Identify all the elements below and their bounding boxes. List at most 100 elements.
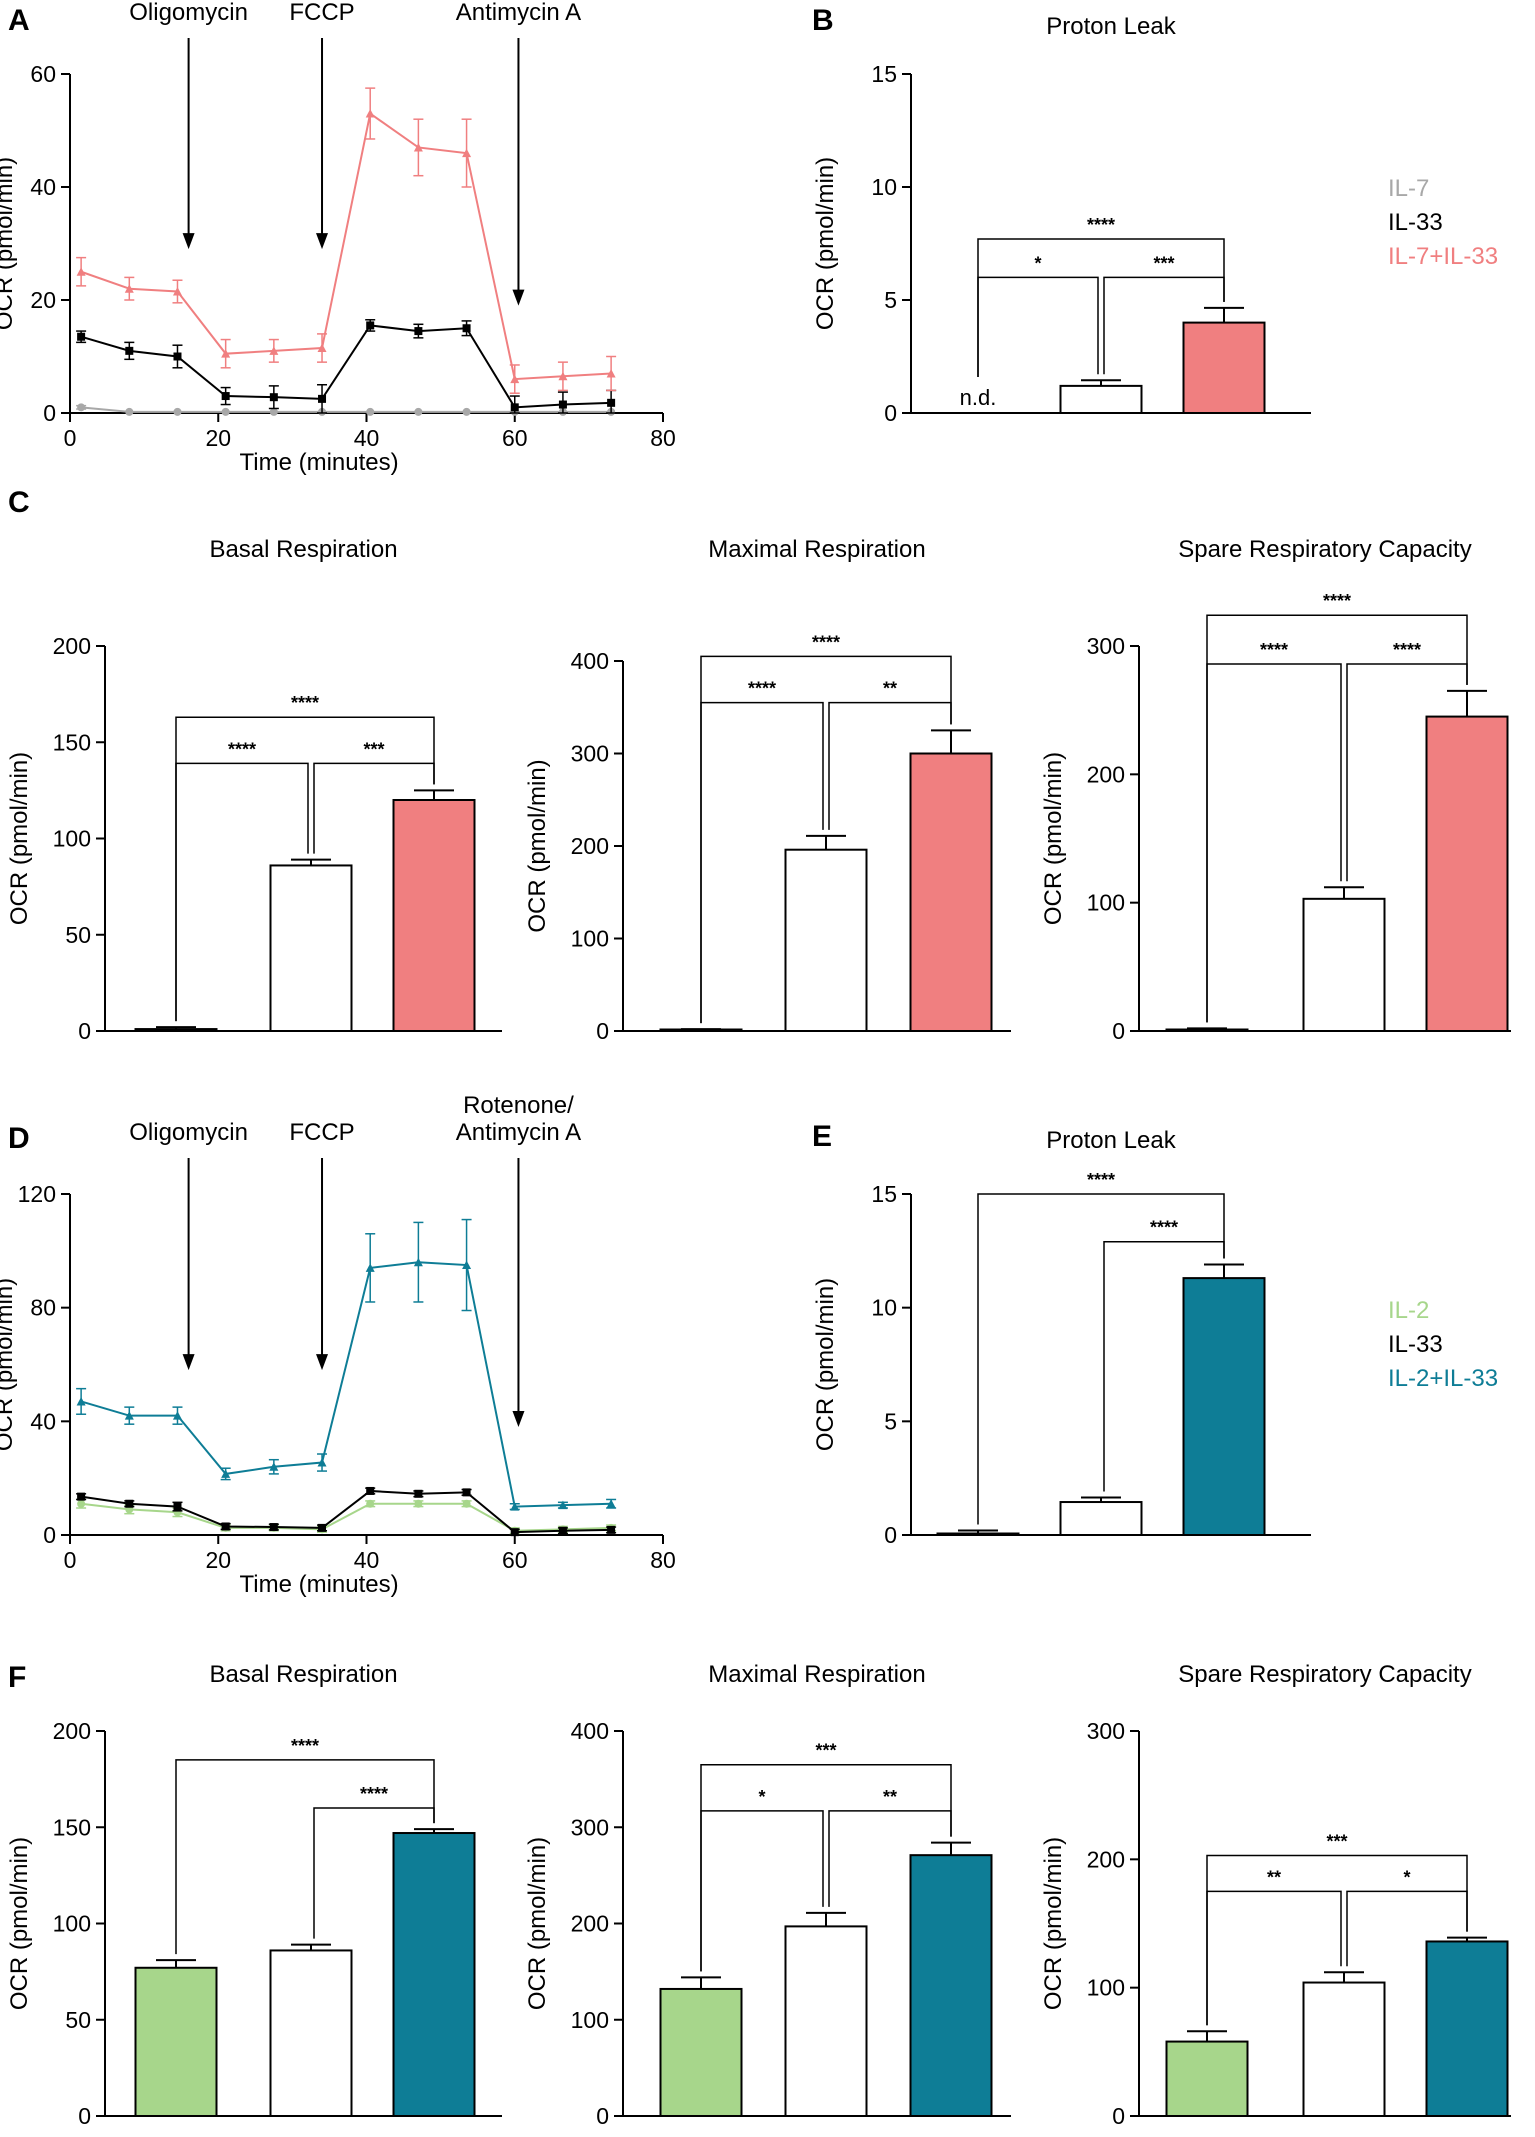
chart-C3: Spare Respiratory Capacity 0 100 200 300 OCR … (1040, 536, 1511, 1044)
y-tick-label: 0 (43, 1522, 56, 1548)
x-tick-label: 20 (205, 425, 231, 451)
injection-arrow-head (316, 233, 329, 250)
chart-D: D 0 40 80 120 OCR (pmol/min) 0 20 40 60 80 Time (mi… (0, 1092, 676, 1598)
data-point (221, 1469, 231, 1478)
y-axis-label: OCR (pmol/min) (6, 1837, 33, 2010)
series-line (80, 324, 612, 409)
significance-stars: **** (1393, 640, 1421, 660)
y-tick-label: 0 (884, 400, 897, 426)
injection-arrow-head (316, 1354, 329, 1371)
significance-stars: **** (291, 1736, 319, 1756)
panel-letter: F (8, 1661, 26, 1694)
data-point (77, 1499, 86, 1508)
injection-label: Antimycin A (456, 0, 581, 26)
x-tick-label: 80 (650, 425, 676, 451)
y-tick-label: 200 (571, 833, 609, 859)
significance-stars: ** (1267, 1867, 1281, 1887)
data-point (269, 346, 279, 355)
significance-stars: **** (1087, 1170, 1115, 1190)
data-point (414, 1489, 423, 1498)
y-tick-label: 100 (53, 1911, 91, 1937)
significance-bracket (977, 276, 1099, 377)
y-tick-label: 400 (571, 1718, 609, 1744)
data-point (558, 1526, 567, 1535)
series-IL-7+IL-33 (76, 87, 617, 394)
significance-bracket (977, 1193, 1225, 1525)
data-point (77, 403, 86, 412)
y-tick-label: 100 (1087, 1975, 1125, 2001)
data-point (76, 267, 86, 276)
data-point (172, 287, 182, 296)
data-point (317, 343, 327, 353)
injection-label: Rotenone/ (463, 1092, 574, 1119)
data-point (366, 321, 375, 330)
significance-bracket (175, 716, 435, 1022)
data-point (77, 332, 86, 341)
legend-entry: IL-33 (1388, 209, 1443, 236)
chart-E: E Proton Leak 0 5 10 15 OCR (pmol/min) **** ****… (812, 1120, 1498, 1548)
y-tick-label: 120 (18, 1181, 56, 1207)
y-tick-label: 100 (571, 926, 609, 952)
data-point (462, 324, 471, 333)
y-tick-label: 0 (78, 1018, 91, 1044)
data-point (173, 1502, 182, 1511)
bar-IL-2 (1165, 2040, 1249, 2117)
series-IL-33 (76, 319, 617, 414)
injection-label: Oligomycin (129, 0, 248, 26)
data-point (76, 1396, 86, 1406)
y-tick-label: 50 (65, 2007, 91, 2033)
bar-IL-33 (269, 1949, 353, 2117)
significance-bracket (1206, 1854, 1468, 2026)
data-point (221, 1522, 230, 1531)
bar-IL-2+IL-33 (392, 1832, 476, 2118)
bar-IL-2+IL-33 (909, 1854, 993, 2117)
data-point (366, 1486, 375, 1495)
data-point (462, 1260, 472, 1270)
injection-arrow-head (182, 233, 195, 250)
y-tick-label: 0 (43, 400, 56, 426)
significance-stars: **** (360, 1784, 388, 1804)
y-axis-label: OCR (pmol/min) (1040, 752, 1067, 925)
y-tick-label: 300 (1087, 633, 1125, 659)
bar-IL-33 (784, 1925, 868, 2117)
y-tick-label: 200 (1087, 1846, 1125, 1872)
bar-IL-33 (1059, 1501, 1143, 1536)
data-point (558, 400, 567, 409)
bar-IL-33 (1302, 897, 1386, 1032)
data-point (558, 1500, 568, 1510)
data-point (366, 1499, 375, 1508)
significance-stars: * (1403, 1867, 1410, 1887)
injection-label: FCCP (289, 1119, 354, 1146)
bar-IL-7 (134, 1028, 218, 1032)
chart-title: Spare Respiratory Capacity (1178, 1661, 1471, 1688)
y-tick-label: 0 (78, 2103, 91, 2129)
bar-IL-2+IL-33 (1425, 1940, 1509, 2118)
data-point (510, 374, 520, 384)
y-tick-label: 200 (571, 1911, 609, 1937)
y-tick-label: 0 (596, 1018, 609, 1044)
data-point (414, 407, 423, 416)
data-point (414, 1499, 423, 1508)
y-tick-label: 200 (53, 633, 91, 659)
y-tick-label: 5 (884, 287, 897, 313)
significance-stars: *** (815, 1741, 836, 1761)
significance-stars: **** (812, 632, 840, 652)
y-tick-label: 200 (53, 1718, 91, 1744)
data-point (462, 407, 471, 416)
data-point (366, 407, 375, 416)
bar-IL-33 (784, 848, 868, 1033)
y-tick-label: 10 (871, 174, 897, 200)
series-line (81, 406, 612, 413)
x-tick-label: 80 (650, 1547, 676, 1573)
panel-letter: C (8, 486, 30, 519)
significance-stars: **** (1323, 591, 1351, 611)
x-tick-label: 60 (502, 1547, 528, 1573)
y-axis-label: OCR (pmol/min) (524, 1837, 551, 2010)
data-point (413, 142, 423, 152)
data-point (414, 327, 423, 336)
injection-arrow-head (512, 1411, 525, 1428)
legend-entry: IL-7 (1388, 175, 1429, 202)
x-tick-label: 0 (64, 425, 77, 451)
data-point (413, 1257, 423, 1267)
bar-IL-7+IL-33 (1182, 321, 1266, 415)
